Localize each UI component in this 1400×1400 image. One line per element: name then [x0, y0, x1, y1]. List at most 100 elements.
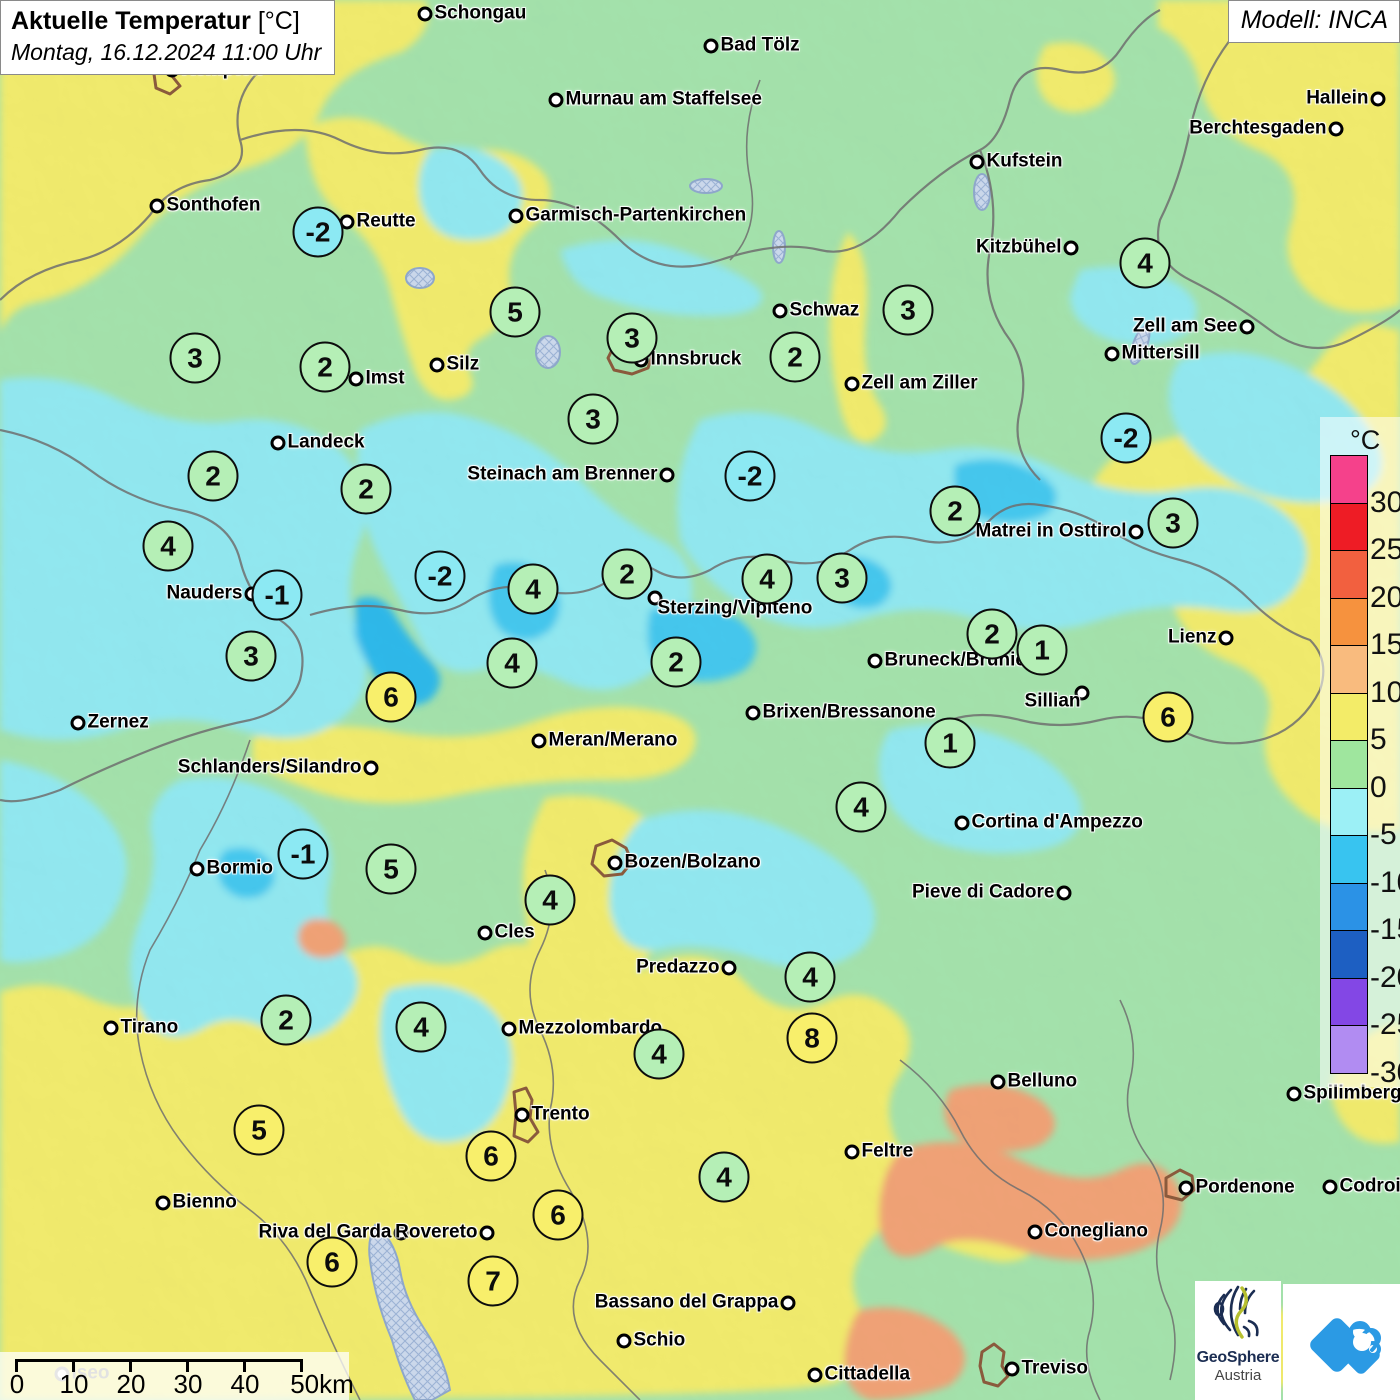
city-silz: Silz — [429, 353, 479, 374]
mountain-cloud-logo — [1283, 1284, 1400, 1400]
city-trento: Trento — [514, 1103, 590, 1124]
city-belluno: Belluno — [990, 1070, 1077, 1091]
temperature-value: -1 — [277, 828, 329, 880]
city-marker-icon — [867, 653, 883, 669]
city-marker-icon — [1322, 1179, 1338, 1195]
legend-color-block — [1330, 882, 1368, 931]
city-label: Trento — [531, 1102, 590, 1124]
temperature-value: 2 — [260, 994, 312, 1046]
city-sillian: Sillian — [1025, 685, 1090, 712]
temperature-value: 5 — [365, 843, 417, 895]
city-cles: Cles — [477, 921, 535, 942]
city-label: Steinach am Brenner — [467, 462, 658, 484]
city-schio: Schio — [616, 1329, 685, 1350]
temperature-value: 3 — [567, 393, 619, 445]
city-marker-icon — [1218, 630, 1234, 646]
city-marker-icon — [417, 6, 433, 22]
legend-tick-label: 30 — [1370, 485, 1400, 519]
legend-tick-label: -25 — [1370, 1008, 1400, 1041]
city-label: Nauders — [166, 581, 243, 603]
city-marker-icon — [363, 760, 379, 776]
city-kufstein: Kufstein — [969, 150, 1063, 171]
city-schongau: Schongau — [417, 2, 526, 23]
legend-color-block — [1330, 1025, 1368, 1074]
legend-tick-label: -15 — [1370, 913, 1400, 946]
city-label: Bormio — [206, 856, 274, 878]
city-steinach-am-brenner: Steinach am Brenner — [467, 463, 675, 484]
temperature-value: 5 — [233, 1104, 285, 1156]
city-marker-icon — [1027, 1224, 1043, 1240]
city-mittersill: Mittersill — [1104, 342, 1200, 363]
legend-color-block — [1330, 692, 1368, 741]
temperature-value: 2 — [769, 331, 821, 383]
temperature-value: 1 — [1016, 624, 1068, 676]
legend-color-block — [1330, 740, 1368, 789]
temperature-value: 2 — [966, 608, 1018, 660]
temperature-value: 3 — [225, 630, 277, 682]
temperature-value: 4 — [524, 874, 576, 926]
temperature-value: 6 — [1142, 691, 1194, 743]
city-berchtesgaden: Berchtesgaden — [1189, 117, 1344, 138]
temperature-value: -2 — [1100, 412, 1152, 464]
city-label: Berchtesgaden — [1189, 116, 1327, 138]
title-box: Aktuelle Temperatur [°C] Montag, 16.12.2… — [0, 0, 336, 75]
city-label: Garmisch-Partenkirchen — [525, 203, 747, 225]
city-marker-icon — [844, 376, 860, 392]
temperature-value: 3 — [816, 552, 868, 604]
city-bruneck-brunico: Bruneck/Brunico — [867, 649, 1038, 670]
city-marker-icon — [348, 371, 364, 387]
city-marker-icon — [647, 590, 663, 606]
scale-bar-label: 50km — [290, 1369, 354, 1399]
scale-bar-tick — [243, 1359, 246, 1372]
legend-tick-label: -30 — [1370, 1055, 1400, 1089]
city-marker-icon — [721, 960, 737, 976]
scale-bar: 0 10 20 30 40 50km — [0, 1352, 354, 1400]
temperature-value: -2 — [414, 550, 466, 602]
temperature-value: 4 — [142, 520, 194, 572]
city-marker-icon — [1104, 346, 1120, 362]
city-mezzolombardo: Mezzolombardo — [501, 1017, 662, 1038]
temperature-value: 4 — [1119, 237, 1171, 289]
city-marker-icon — [1004, 1361, 1020, 1377]
city-marker-icon — [548, 92, 564, 108]
city-hallein: Hallein — [1306, 87, 1386, 108]
scale-bar-tick — [72, 1359, 75, 1372]
temperature-value: 8 — [786, 1012, 838, 1064]
city-matrei-in-osttirol: Matrei in Osttirol — [976, 520, 1144, 541]
city-bad-t-lz: Bad Tölz — [703, 34, 800, 55]
temperature-value: 2 — [601, 548, 653, 600]
city-label: Mezzolombardo — [518, 1016, 663, 1038]
city-tirano: Tirano — [103, 1016, 178, 1037]
temperature-value: 4 — [698, 1151, 750, 1203]
temperature-value: 1 — [924, 717, 976, 769]
city-label: Schwaz — [789, 298, 860, 320]
city-label: Innsbruck — [650, 347, 742, 369]
city-label: Spilimbergo — [1303, 1081, 1400, 1103]
legend-tick-label: 5 — [1370, 723, 1387, 756]
city-label: Pordenone — [1195, 1175, 1295, 1197]
city-marker-icon — [103, 1020, 119, 1036]
city-cittadella: Cittadella — [807, 1363, 910, 1384]
city-label: Bad Tölz — [720, 33, 800, 55]
city-bozen-bolzano: Bozen/Bolzano — [607, 851, 761, 872]
city-label: Bruneck/Brunico — [884, 648, 1038, 670]
scale-bar-tick — [186, 1359, 189, 1372]
city-schwaz: Schwaz — [772, 299, 859, 320]
city-feltre: Feltre — [844, 1140, 913, 1161]
temperature-value: 2 — [299, 341, 351, 393]
temperature-value: -2 — [292, 206, 344, 258]
temperature-value: 3 — [169, 332, 221, 384]
city-zernez: Zernez — [70, 711, 149, 732]
city-label: Matrei in Osttirol — [975, 519, 1127, 541]
city-marker-icon — [1328, 121, 1344, 137]
city-marker-icon — [1178, 1180, 1194, 1196]
city-marker-icon — [659, 467, 675, 483]
city-imst: Imst — [348, 367, 405, 388]
city-marker-icon — [990, 1074, 1006, 1090]
legend-tick-label: 0 — [1370, 770, 1387, 804]
city-label: Schio — [633, 1328, 686, 1350]
scale-bar-label: 10 — [59, 1369, 89, 1399]
legend-color-block — [1330, 455, 1368, 504]
title-text: Aktuelle Temperatur — [11, 7, 251, 35]
